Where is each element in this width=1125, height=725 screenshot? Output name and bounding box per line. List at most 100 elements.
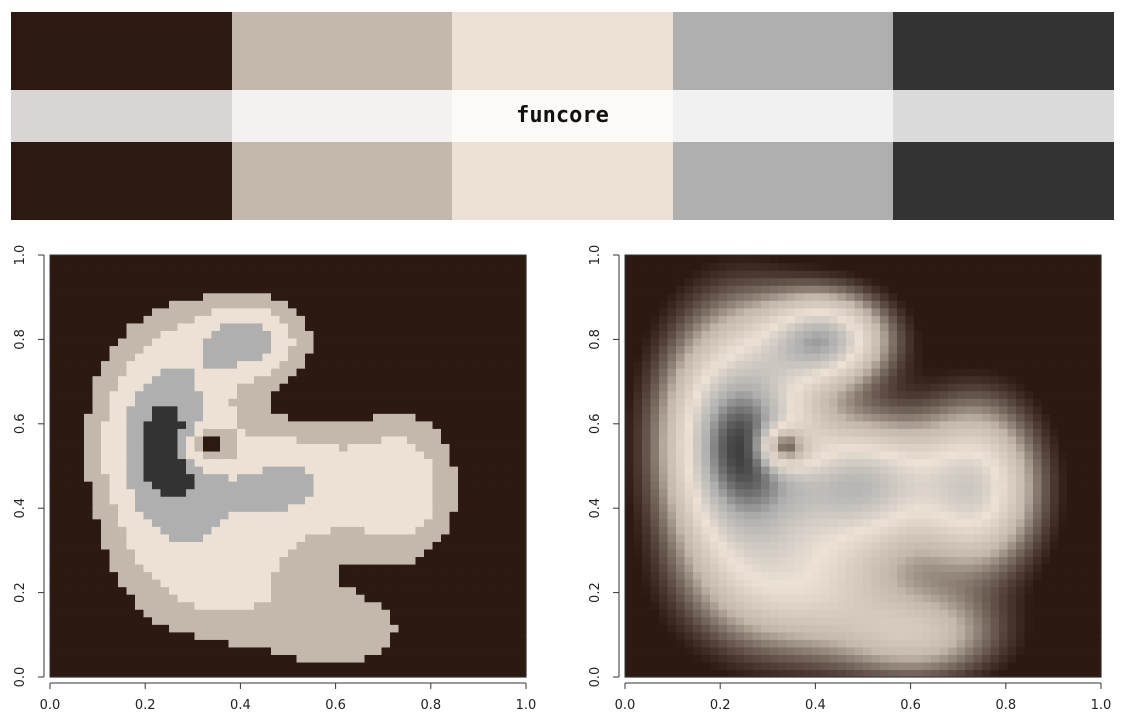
heatmap-cell [990,548,1000,558]
heatmap-cell [160,375,170,384]
heatmap-cell [143,496,153,505]
heatmap-cell [186,639,196,648]
heatmap-cell [625,548,635,558]
heatmap-cell [228,420,238,429]
heatmap-cell [905,518,915,527]
heatmap-cell [75,307,85,316]
heatmap-cell [381,661,391,671]
heatmap-cell [965,563,975,573]
heatmap-cell [897,473,907,482]
heatmap-cell [718,533,728,542]
heatmap-cell [676,428,686,437]
heatmap-cell [186,390,196,399]
heatmap-cell [880,631,890,640]
heatmap-cell [58,488,68,497]
heatmap-cell [778,511,788,520]
heatmap-cell [271,526,281,535]
heatmap-cell [880,458,890,467]
heatmap-cell [973,435,983,444]
heatmap-cell [642,548,652,558]
heatmap-cell [407,488,417,497]
heatmap-cell [373,270,383,279]
heatmap-cell [880,541,890,550]
heatmap-cell [897,571,907,580]
heatmap-cell [305,579,315,588]
heatmap-cell [1075,533,1085,542]
heatmap-cell [871,533,881,542]
heatmap-cell [769,654,779,663]
heatmap-cell [710,661,720,671]
heatmap-cell [296,601,306,610]
heatmap-cell [500,443,510,452]
heatmap-cell [509,443,519,452]
heatmap-cell [492,262,502,271]
heatmap-cell [211,368,221,377]
heatmap-cell [50,639,60,648]
heatmap-cell [381,496,391,505]
heatmap-cell [458,450,468,460]
heatmap-cell [846,601,856,610]
heatmap-cell [237,420,247,429]
heatmap-cell [186,450,196,460]
heatmap-cell [441,322,451,331]
heatmap-cell [390,450,400,460]
heatmap-cell [126,594,136,603]
heatmap-cell [330,345,340,354]
heatmap-cell [288,285,298,294]
heatmap-cell [330,601,340,610]
heatmap-cell [650,594,660,603]
heatmap-cell [169,518,179,527]
heatmap-cell [415,571,425,580]
heatmap-cell [279,322,289,331]
heatmap-cell [1024,526,1034,535]
heatmap-cell [194,352,204,362]
heatmap-cell [667,503,677,512]
heatmap-cell [296,646,306,655]
heatmap-cell [500,337,510,347]
heatmap-cell [330,458,340,467]
heatmap-cell [1016,601,1026,610]
heatmap-cell [228,285,238,294]
heatmap-cell [1024,654,1034,663]
heatmap-cell [152,360,162,369]
heatmap-cell [50,548,60,558]
heatmap-cell [296,518,306,527]
heatmap-cell [75,330,85,339]
heatmap-cell [803,450,813,460]
heatmap-cell [517,413,527,422]
heatmap-cell [339,661,349,671]
heatmap-cell [905,646,915,655]
heatmap-cell [914,624,924,633]
heatmap-cell [169,624,179,633]
heatmap-cell [101,458,111,467]
heatmap-cell [483,458,493,467]
heatmap-cell [407,579,417,588]
heatmap-cell [786,601,796,610]
heatmap-cell [279,526,289,535]
heatmap-cell [820,571,830,580]
heatmap-cell [228,473,238,482]
heatmap-cell [956,488,966,497]
heatmap-cell [152,473,162,482]
heatmap-cell [92,330,102,339]
heatmap-cell [313,481,323,490]
heatmap-cell [169,601,179,610]
heatmap-cell [786,450,796,460]
heatmap-cell [990,526,1000,535]
heatmap-cell [203,481,213,490]
heatmap-cell [509,466,519,475]
heatmap-cell [735,563,745,573]
heatmap-cell [888,541,898,550]
heatmap-cell [271,511,281,520]
heatmap-cell [381,368,391,377]
heatmap-cell [973,526,983,535]
heatmap-cell [398,533,408,542]
heatmap-cell [769,450,779,460]
heatmap-cell [50,307,60,316]
heatmap-cell [795,586,805,595]
heatmap-cell [177,360,187,369]
heatmap-cell [169,345,179,354]
heatmap-cell [84,315,94,324]
heatmap-cell [101,390,111,399]
heatmap-cell [642,533,652,542]
